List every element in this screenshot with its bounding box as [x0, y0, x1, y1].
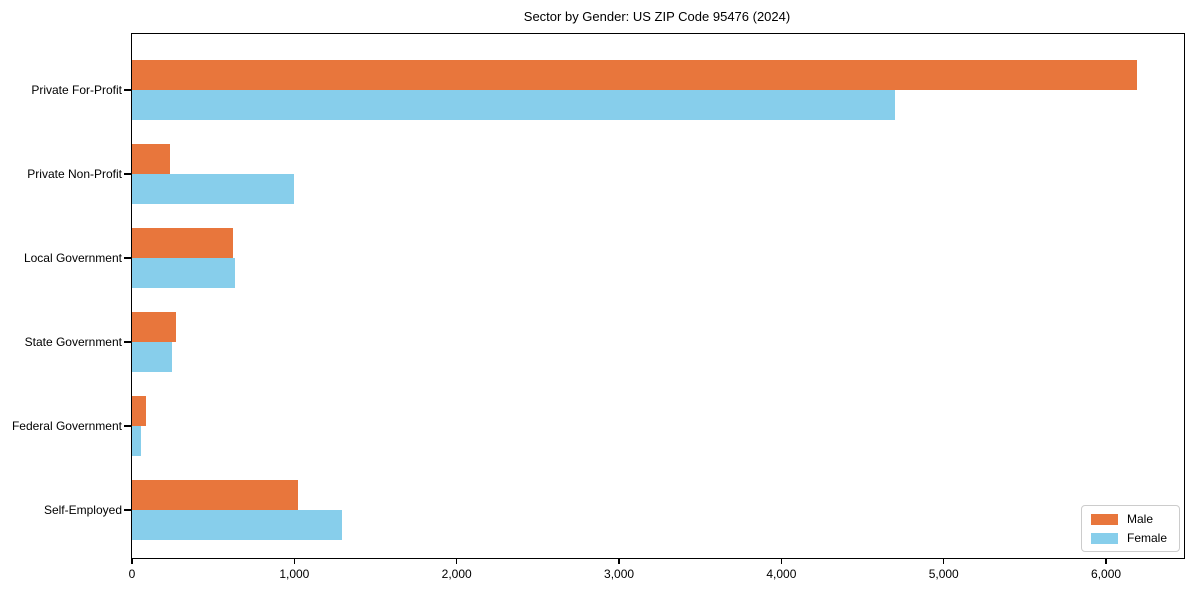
x-tick-mark [131, 558, 133, 564]
y-tick-mark [123, 173, 131, 175]
y-axis-category-label: Self-Employed [43, 503, 122, 517]
legend-swatch-female [1090, 532, 1118, 544]
bar-male [132, 312, 176, 342]
x-axis-tick-label: 4,000 [766, 567, 797, 581]
x-tick-mark [293, 558, 296, 564]
y-tick-mark [123, 425, 131, 427]
y-axis-category-label: Private For-Profit [31, 83, 122, 97]
legend-swatch-male [1090, 513, 1118, 525]
plot-area: Male Female Private For-Profit Private Non… [12, 33, 1185, 581]
bar-female [132, 342, 172, 372]
bar-male [132, 60, 1137, 90]
y-tick-mark [123, 341, 131, 343]
bar-male [132, 396, 146, 426]
legend-item-female: Female [1090, 531, 1167, 545]
bar-female [132, 258, 236, 288]
x-axis-tick-label: 1,000 [279, 567, 310, 581]
bar-female [132, 510, 342, 540]
y-axis-category-label: Local Government [23, 251, 122, 265]
y-axis-category-label: Private Non-Profit [27, 167, 122, 181]
x-tick-mark [455, 558, 458, 564]
x-axis-tick-label: 2,000 [441, 567, 472, 581]
legend-label: Male [1126, 512, 1153, 526]
x-axis-tick-label: 5,000 [928, 567, 959, 581]
y-tick-mark [123, 89, 131, 91]
x-axis-tick-label: 0 [128, 567, 136, 581]
bar-male [132, 480, 299, 510]
bar-male [132, 144, 170, 174]
x-tick-mark [780, 558, 783, 564]
y-tick-mark [123, 509, 131, 511]
y-axis-category-label: State Government [24, 335, 122, 349]
x-tick-mark [1105, 558, 1107, 564]
bar-female [132, 174, 295, 204]
x-tick-mark [618, 558, 620, 564]
bar-male [132, 228, 233, 258]
chart-title: Sector by Gender: US ZIP Code 95476 (202… [523, 9, 791, 24]
legend: Male Female [1080, 505, 1180, 552]
bar-female [132, 426, 141, 456]
y-axis-category-label: Federal Government [11, 419, 122, 433]
x-tick-mark [942, 558, 945, 564]
x-axis-tick-label: 6,000 [1091, 567, 1122, 581]
bar-female [132, 90, 896, 120]
legend-label: Female [1126, 531, 1167, 545]
legend-item-male: Male [1090, 512, 1167, 526]
x-axis-tick-label: 3,000 [604, 567, 635, 581]
y-tick-mark [123, 257, 131, 259]
